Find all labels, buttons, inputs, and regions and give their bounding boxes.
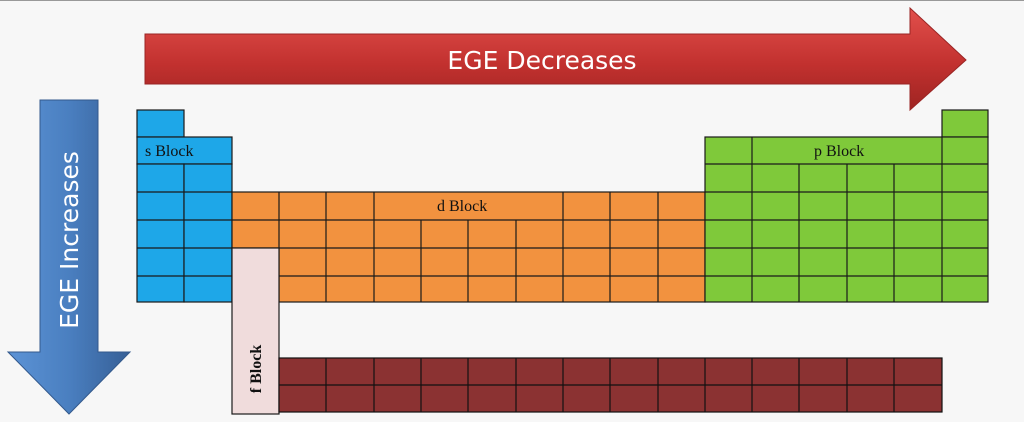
s-block-label: s Block [145,143,193,160]
d-block-label: d Block [437,198,487,215]
s-block-cell [136,136,233,165]
s-block-cell [136,109,185,138]
f-block-label: f Block [248,345,265,394]
s-block-cell [183,163,233,303]
ege-increases-label: EGE Increases [55,151,84,329]
f-block-label-strip [231,247,280,415]
f-block [278,357,943,413]
ege-increases-arrow: EGE Increases [6,99,132,415]
ege-decreases-arrow: EGE Decreases [144,6,967,112]
ege-decreases-label: EGE Decreases [447,46,636,75]
p-block [704,109,989,303]
p-block-label: p Block [814,143,864,160]
d-block [231,191,706,303]
ege-increases-arrow-shape [6,99,132,415]
ege-decreases-arrow-shape [144,6,967,112]
s-block [136,109,233,303]
p-block-cell [941,109,989,138]
s-block-cell [136,163,185,303]
